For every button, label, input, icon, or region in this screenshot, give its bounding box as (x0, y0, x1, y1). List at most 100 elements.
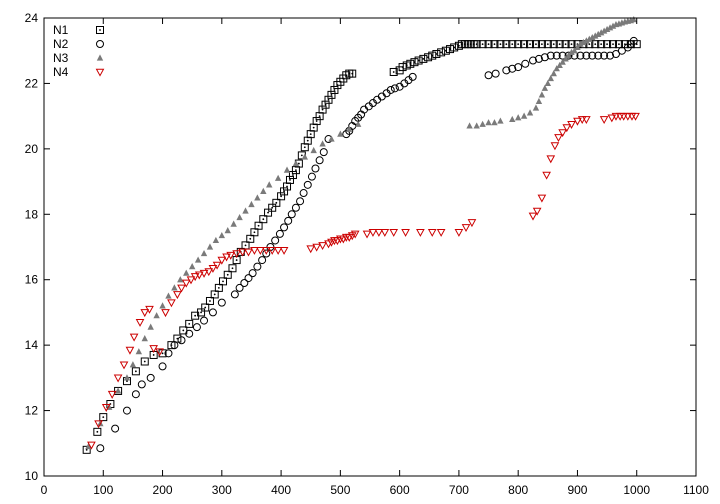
point-n4 (567, 121, 576, 129)
point-n4 (350, 230, 360, 239)
point-n4 (312, 243, 321, 252)
point-n3 (188, 263, 196, 270)
point-n2 (588, 51, 597, 60)
point-n4 (129, 333, 139, 342)
point-n4 (454, 228, 464, 237)
point-n4 (155, 348, 164, 357)
point-n4 (194, 271, 204, 280)
point-n3 (565, 52, 572, 59)
point-n2 (390, 84, 399, 93)
series-n3 (85, 16, 637, 450)
point-n1 (472, 40, 481, 49)
point-n4 (619, 112, 629, 121)
x-tick-label: 0 (41, 483, 48, 497)
x-tick-label: 500 (330, 483, 350, 497)
point-n1 (526, 40, 535, 49)
point-n1 (246, 234, 255, 243)
point-n2 (271, 236, 280, 245)
point-n1 (324, 95, 333, 104)
point-n3 (589, 34, 596, 41)
point-n3 (600, 27, 608, 34)
point-n4 (537, 194, 547, 203)
point-n4 (173, 291, 182, 300)
point-n2 (262, 249, 271, 258)
point-n4 (232, 250, 241, 259)
point-n4 (217, 256, 227, 265)
point-n3 (224, 227, 231, 234)
point-n2 (311, 164, 320, 173)
point-n2 (253, 262, 262, 271)
point-n4 (161, 309, 170, 318)
point-n1 (614, 40, 623, 49)
point-n3 (595, 30, 602, 37)
point-n2 (529, 56, 537, 65)
point-n2 (208, 308, 217, 317)
point-n4 (101, 404, 111, 412)
point-n1 (484, 40, 493, 49)
point-n4 (190, 273, 200, 282)
y-tick-label: 18 (25, 207, 39, 221)
point-n2 (235, 283, 244, 292)
x-tick-label: 900 (567, 483, 587, 497)
point-n4 (87, 441, 96, 450)
y-tick-label: 20 (25, 142, 39, 156)
point-n4 (631, 112, 640, 121)
point-n2 (96, 444, 105, 453)
point-n3 (212, 236, 220, 244)
point-n3 (129, 361, 137, 368)
point-n4 (226, 251, 236, 260)
legend-label-n4: N4 (53, 65, 69, 79)
point-n4 (427, 228, 437, 237)
point-n1 (272, 198, 281, 207)
point-n2 (319, 148, 328, 157)
point-n3 (248, 200, 255, 208)
point-n3 (592, 32, 599, 39)
point-n2 (491, 69, 500, 78)
point-n1 (82, 445, 91, 454)
point-n4 (279, 246, 289, 255)
point-n4 (542, 171, 551, 180)
point-n2 (170, 341, 179, 350)
point-n3 (550, 70, 557, 77)
point-n3 (123, 374, 131, 381)
point-n4 (416, 228, 425, 237)
point-n4 (113, 374, 123, 383)
point-n3 (597, 29, 605, 36)
point-n3 (328, 135, 335, 142)
point-n1 (179, 326, 188, 335)
point-n4 (368, 228, 378, 237)
point-n2 (131, 390, 140, 399)
point-n4 (546, 155, 556, 164)
point-n4 (250, 246, 259, 255)
point-n1 (555, 40, 564, 49)
y-tick-label: 10 (25, 469, 39, 483)
point-n3 (171, 284, 178, 291)
point-n3 (509, 115, 516, 123)
point-n2 (158, 362, 167, 371)
point-n1 (561, 40, 570, 49)
series-n4 (87, 112, 640, 450)
point-n3 (200, 249, 208, 257)
point-n1 (531, 40, 540, 49)
point-n3 (568, 48, 575, 55)
point-n1 (140, 357, 149, 366)
point-n1 (201, 303, 210, 312)
point-n4 (528, 212, 538, 221)
point-n4 (181, 279, 191, 288)
data-marks (82, 16, 641, 454)
point-n2 (296, 197, 305, 206)
point-n1 (210, 290, 219, 299)
point-n1 (277, 192, 286, 201)
point-n3 (354, 120, 362, 127)
point-n1 (285, 175, 294, 184)
point-n3 (603, 25, 611, 33)
y-tick-label: 14 (25, 338, 39, 352)
point-n2 (582, 51, 591, 60)
legend-marker-n3 (96, 54, 104, 61)
point-n2 (146, 373, 155, 382)
point-n3 (577, 40, 584, 47)
point-n1 (537, 40, 546, 49)
point-n3 (606, 24, 614, 31)
